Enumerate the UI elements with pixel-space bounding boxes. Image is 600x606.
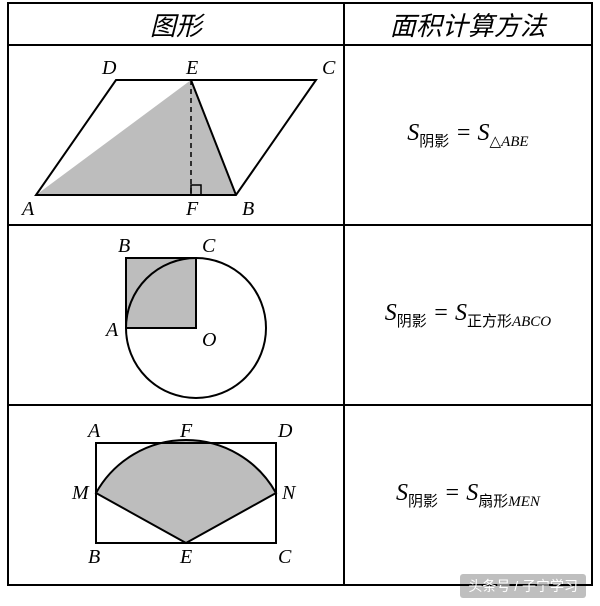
- sub-abco: ABCO: [512, 313, 551, 329]
- svg-text:B: B: [88, 546, 100, 568]
- svg-text:D: D: [101, 57, 117, 79]
- sub-square: 正方形: [467, 313, 512, 329]
- sym-S2: S: [455, 300, 467, 326]
- header-row: 图形 面积计算方法: [8, 3, 592, 45]
- sym-S: S: [407, 120, 419, 146]
- svg-text:M: M: [71, 482, 90, 504]
- geometry-table: 图形 面积计算方法 A B C D E F S阴影 = S△ABE: [7, 2, 593, 586]
- header-figure: 图形: [8, 3, 344, 45]
- parallelogram-svg: A B C D E F: [16, 50, 336, 220]
- svg-text:N: N: [281, 482, 297, 504]
- header-formula: 面积计算方法: [344, 3, 592, 45]
- svg-text:C: C: [322, 57, 336, 79]
- sym-S: S: [385, 300, 397, 326]
- sub-tri: △: [490, 133, 502, 149]
- svg-text:E: E: [185, 57, 198, 79]
- sector-svg: A B C D M N E F: [16, 413, 336, 578]
- watermark: 头条号 / 子宁学习: [460, 574, 586, 598]
- eq: =: [455, 120, 477, 146]
- svg-text:F: F: [185, 198, 199, 220]
- sub-abe: ABE: [501, 133, 529, 149]
- svg-text:B: B: [242, 198, 254, 220]
- row-3: A B C D M N E F S阴影 = S扇形MEN: [8, 405, 592, 585]
- sub-shadow: 阴影: [419, 133, 449, 149]
- svg-text:A: A: [86, 420, 101, 442]
- svg-text:E: E: [179, 546, 192, 568]
- sub-men: MEN: [508, 493, 540, 509]
- eq: =: [433, 300, 455, 326]
- svg-text:C: C: [278, 546, 292, 568]
- formula-1: S阴影 = S△ABE: [344, 45, 592, 225]
- svg-text:O: O: [202, 329, 216, 351]
- svg-text:A: A: [104, 319, 119, 341]
- figure-sector: A B C D M N E F: [8, 405, 344, 585]
- formula-2: S阴影 = S正方形ABCO: [344, 225, 592, 405]
- row-1: A B C D E F S阴影 = S△ABE: [8, 45, 592, 225]
- svg-text:F: F: [179, 420, 193, 442]
- svg-text:C: C: [202, 235, 216, 257]
- sub-shadow: 阴影: [408, 493, 438, 509]
- eq: =: [444, 480, 466, 506]
- sym-S: S: [396, 480, 408, 506]
- row-2: O A B C S阴影 = S正方形ABCO: [8, 225, 592, 405]
- sub-shadow: 阴影: [397, 313, 427, 329]
- svg-text:A: A: [20, 198, 35, 220]
- formula-3: S阴影 = S扇形MEN: [344, 405, 592, 585]
- figure-circle-square: O A B C: [8, 225, 344, 405]
- svg-text:D: D: [277, 420, 293, 442]
- sym-S2: S: [466, 480, 478, 506]
- sym-S2: S: [478, 120, 490, 146]
- figure-parallelogram: A B C D E F: [8, 45, 344, 225]
- circle-square-svg: O A B C: [16, 228, 336, 403]
- svg-text:B: B: [118, 235, 130, 257]
- sub-sector: 扇形: [478, 493, 508, 509]
